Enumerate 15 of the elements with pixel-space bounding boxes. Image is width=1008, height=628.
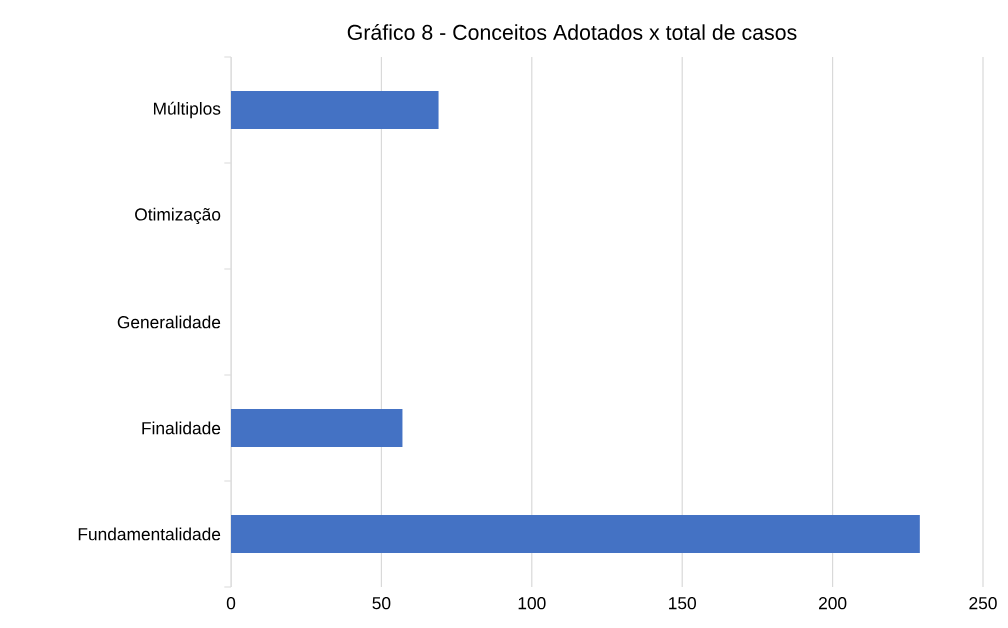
x-tick-label: 250 — [969, 597, 997, 610]
chart-title: Gráfico 8 - Conceitos Adotados x total de casos — [347, 24, 797, 40]
x-tick-label: 100 — [518, 597, 546, 610]
y-tick-label: Fundamentalidade — [78, 527, 221, 541]
x-tick-label: 50 — [372, 597, 391, 610]
y-tick-label: Generalidade — [117, 315, 221, 329]
x-tick-label: 0 — [226, 597, 236, 610]
y-tick-label: Otimização — [135, 207, 221, 225]
x-tick-label: 150 — [669, 597, 696, 610]
bar — [231, 514, 920, 554]
y-tick-label: Múltiplos — [153, 101, 221, 119]
bar — [231, 90, 439, 130]
x-tick-label: 200 — [819, 597, 847, 610]
bar — [231, 408, 403, 448]
y-tick-label: Finalidade — [142, 421, 221, 435]
